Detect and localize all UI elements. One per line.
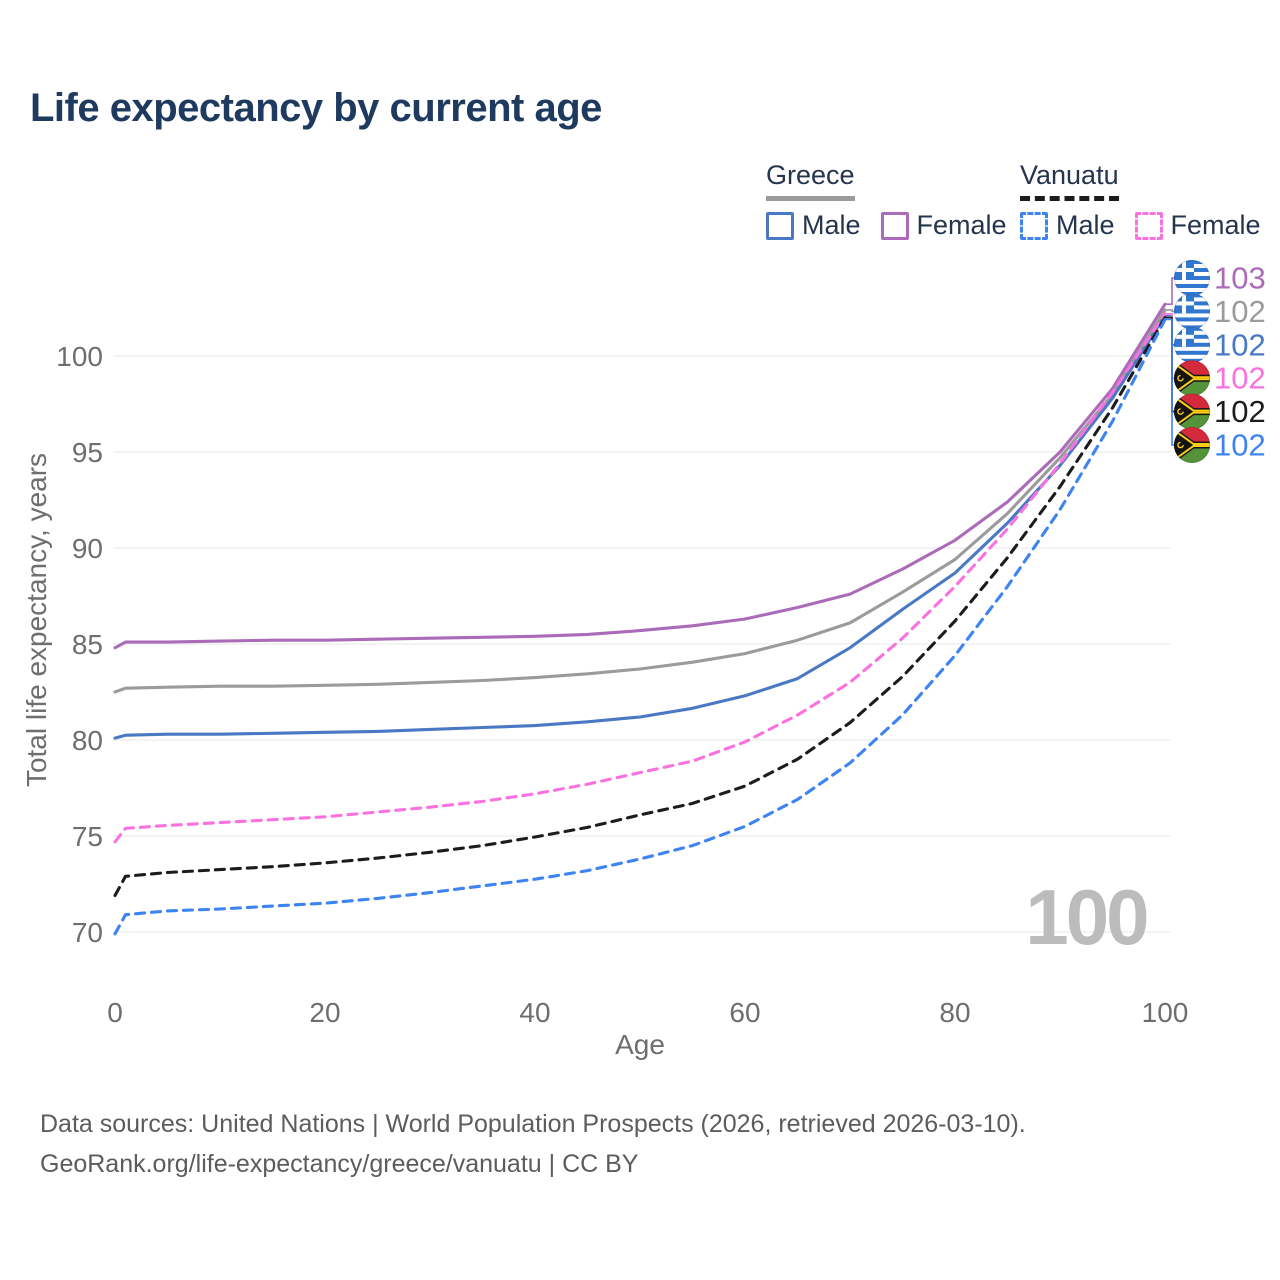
footer-line-sources: Data sources: United Nations | World Pop… [40,1110,1026,1138]
legend-item-label: Female [916,210,1007,240]
legend-item-label: Female [1170,210,1261,240]
greece-flag-icon [1174,327,1210,363]
end-value-label-greece-male: 102 [1214,327,1266,362]
greece-male-swatch-icon [766,211,794,240]
series-line-vanuatu-male[interactable] [113,317,1167,936]
vanuatu-flag-icon [1174,427,1210,463]
vanuatu-female-swatch-icon [1134,211,1163,240]
label-connector [1166,316,1176,413]
x-tick-label: 80 [939,997,970,1028]
y-axis-title: Total life expectancy, years [21,453,52,787]
y-tick-label: 90 [72,533,103,564]
end-value-label-greece-total: 102 [1214,294,1266,329]
legend-item-vanuatu-male[interactable]: Male [1020,210,1115,241]
axes: 70 75 80 85 90 95 100 0 20 40 60 80 100 Age Total life… [21,341,1188,1060]
end-value-label-vanuatu-male: 102 [1214,428,1266,463]
vanuatu-male-swatch-icon [1020,211,1048,240]
x-tick-label: 60 [729,997,760,1028]
y-tick-label: 85 [72,629,103,660]
x-tick-label: 20 [309,997,340,1028]
legend-group-greece: Greece Male Female [766,160,1007,241]
end-value-label-vanuatu-female: 102 [1214,361,1266,396]
legend: Greece Male Female Vanuatu Male Female [0,0,1280,250]
greece-female-swatch-icon [880,211,909,240]
footer-line-attribution: GeoRank.org/life-expectancy/greece/vanua… [40,1150,639,1178]
greece-flag-icon [1174,293,1210,329]
life-expectancy-chart: 100 70 75 80 85 90 95 100 0 20 40 60 80 100 Age Total … [21,0,1266,1060]
legend-country-greece: Greece [766,160,855,201]
gridlines [113,355,1171,933]
end-value-label-greece-female: 103 [1214,261,1266,296]
legend-item-vanuatu-female[interactable]: Female [1134,210,1261,241]
series-line-greece-male[interactable] [113,314,1167,740]
greece-flag-icon [1174,260,1210,296]
y-tick-label: 100 [56,341,103,372]
legend-item-label: Male [1056,210,1115,240]
data-sources-footer: Data sources: United Nations | World Pop… [40,1104,1026,1184]
series-lines [113,302,1167,936]
y-tick-label: 80 [72,725,103,756]
legend-item-greece-male[interactable]: Male [766,210,861,241]
y-tick-label: 95 [72,437,103,468]
series-line-greece-female[interactable] [113,302,1167,650]
series-line-vanuatu-female[interactable] [113,312,1167,844]
legend-group-vanuatu: Vanuatu Male Female [1020,160,1261,241]
legend-country-vanuatu: Vanuatu [1020,160,1119,201]
vanuatu-flag-icon [1174,394,1210,430]
x-tick-label: 100 [1142,997,1189,1028]
series-line-greece-total[interactable] [113,308,1167,694]
y-tick-label: 75 [72,821,103,852]
page-title: Life expectancy by current age [30,86,602,130]
y-tick-label: 70 [72,917,103,948]
legend-item-greece-female[interactable]: Female [880,210,1007,241]
x-tick-label: 40 [519,997,550,1028]
vanuatu-flag-icon [1174,360,1210,396]
legend-item-label: Male [802,210,861,240]
x-tick-label: 0 [107,997,123,1028]
x-axis-title: Age [615,1029,665,1060]
series-line-vanuatu-total[interactable] [113,316,1167,898]
age-watermark: 100 [1025,873,1147,961]
end-value-label-vanuatu-total: 102 [1214,394,1266,429]
